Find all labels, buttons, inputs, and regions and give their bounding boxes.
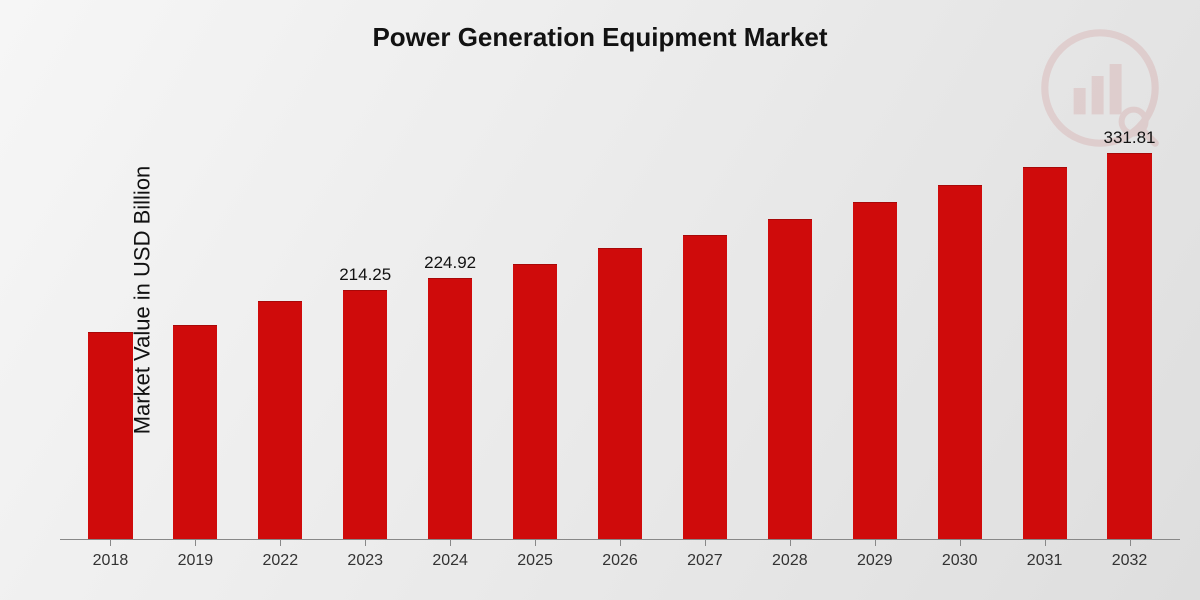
x-tick-label: 2028 [747, 544, 832, 580]
bar-slot [832, 110, 917, 540]
bar-slot [662, 110, 747, 540]
x-tick-label: 2032 [1087, 544, 1172, 580]
bar [173, 325, 217, 540]
bar [428, 278, 472, 540]
bar-slot: 214.25 [323, 110, 408, 540]
bar-value-label: 331.81 [1104, 128, 1156, 148]
bar [1023, 167, 1067, 540]
bar [1107, 153, 1151, 540]
chart-container: Power Generation Equipment Market Market… [0, 0, 1200, 600]
x-tick-label: 2026 [578, 544, 663, 580]
bar-value-label: 214.25 [339, 265, 391, 285]
bar [768, 219, 812, 540]
bar-slot [238, 110, 323, 540]
bar [258, 301, 302, 540]
bar-slot [747, 110, 832, 540]
bar-slot [493, 110, 578, 540]
x-tick-label: 2025 [493, 544, 578, 580]
bar-slot [917, 110, 1002, 540]
bar [88, 332, 132, 540]
bar-slot: 224.92 [408, 110, 493, 540]
x-tick-label: 2030 [917, 544, 1002, 580]
x-tick-label: 2027 [662, 544, 747, 580]
bar-slot [1002, 110, 1087, 540]
bars-group: 214.25 224.92 331.81 [60, 110, 1180, 540]
bar [343, 290, 387, 540]
bar-slot [153, 110, 238, 540]
bar [683, 235, 727, 540]
x-axis-labels: 2018201920222023202420252026202720282029… [60, 544, 1180, 580]
x-tick-label: 2024 [408, 544, 493, 580]
bar [513, 264, 557, 540]
x-tick-label: 2029 [832, 544, 917, 580]
x-tick-label: 2022 [238, 544, 323, 580]
bar-slot [68, 110, 153, 540]
bar-value-label: 224.92 [424, 253, 476, 273]
chart-title: Power Generation Equipment Market [0, 22, 1200, 53]
bar [938, 185, 982, 540]
bar [598, 248, 642, 540]
bar-slot: 331.81 [1087, 110, 1172, 540]
plot-area: 214.25 224.92 331.81 [60, 110, 1180, 540]
x-tick-label: 2018 [68, 544, 153, 580]
x-tick-label: 2023 [323, 544, 408, 580]
bar [853, 202, 897, 540]
bar-slot [578, 110, 663, 540]
x-tick-label: 2031 [1002, 544, 1087, 580]
x-tick-label: 2019 [153, 544, 238, 580]
